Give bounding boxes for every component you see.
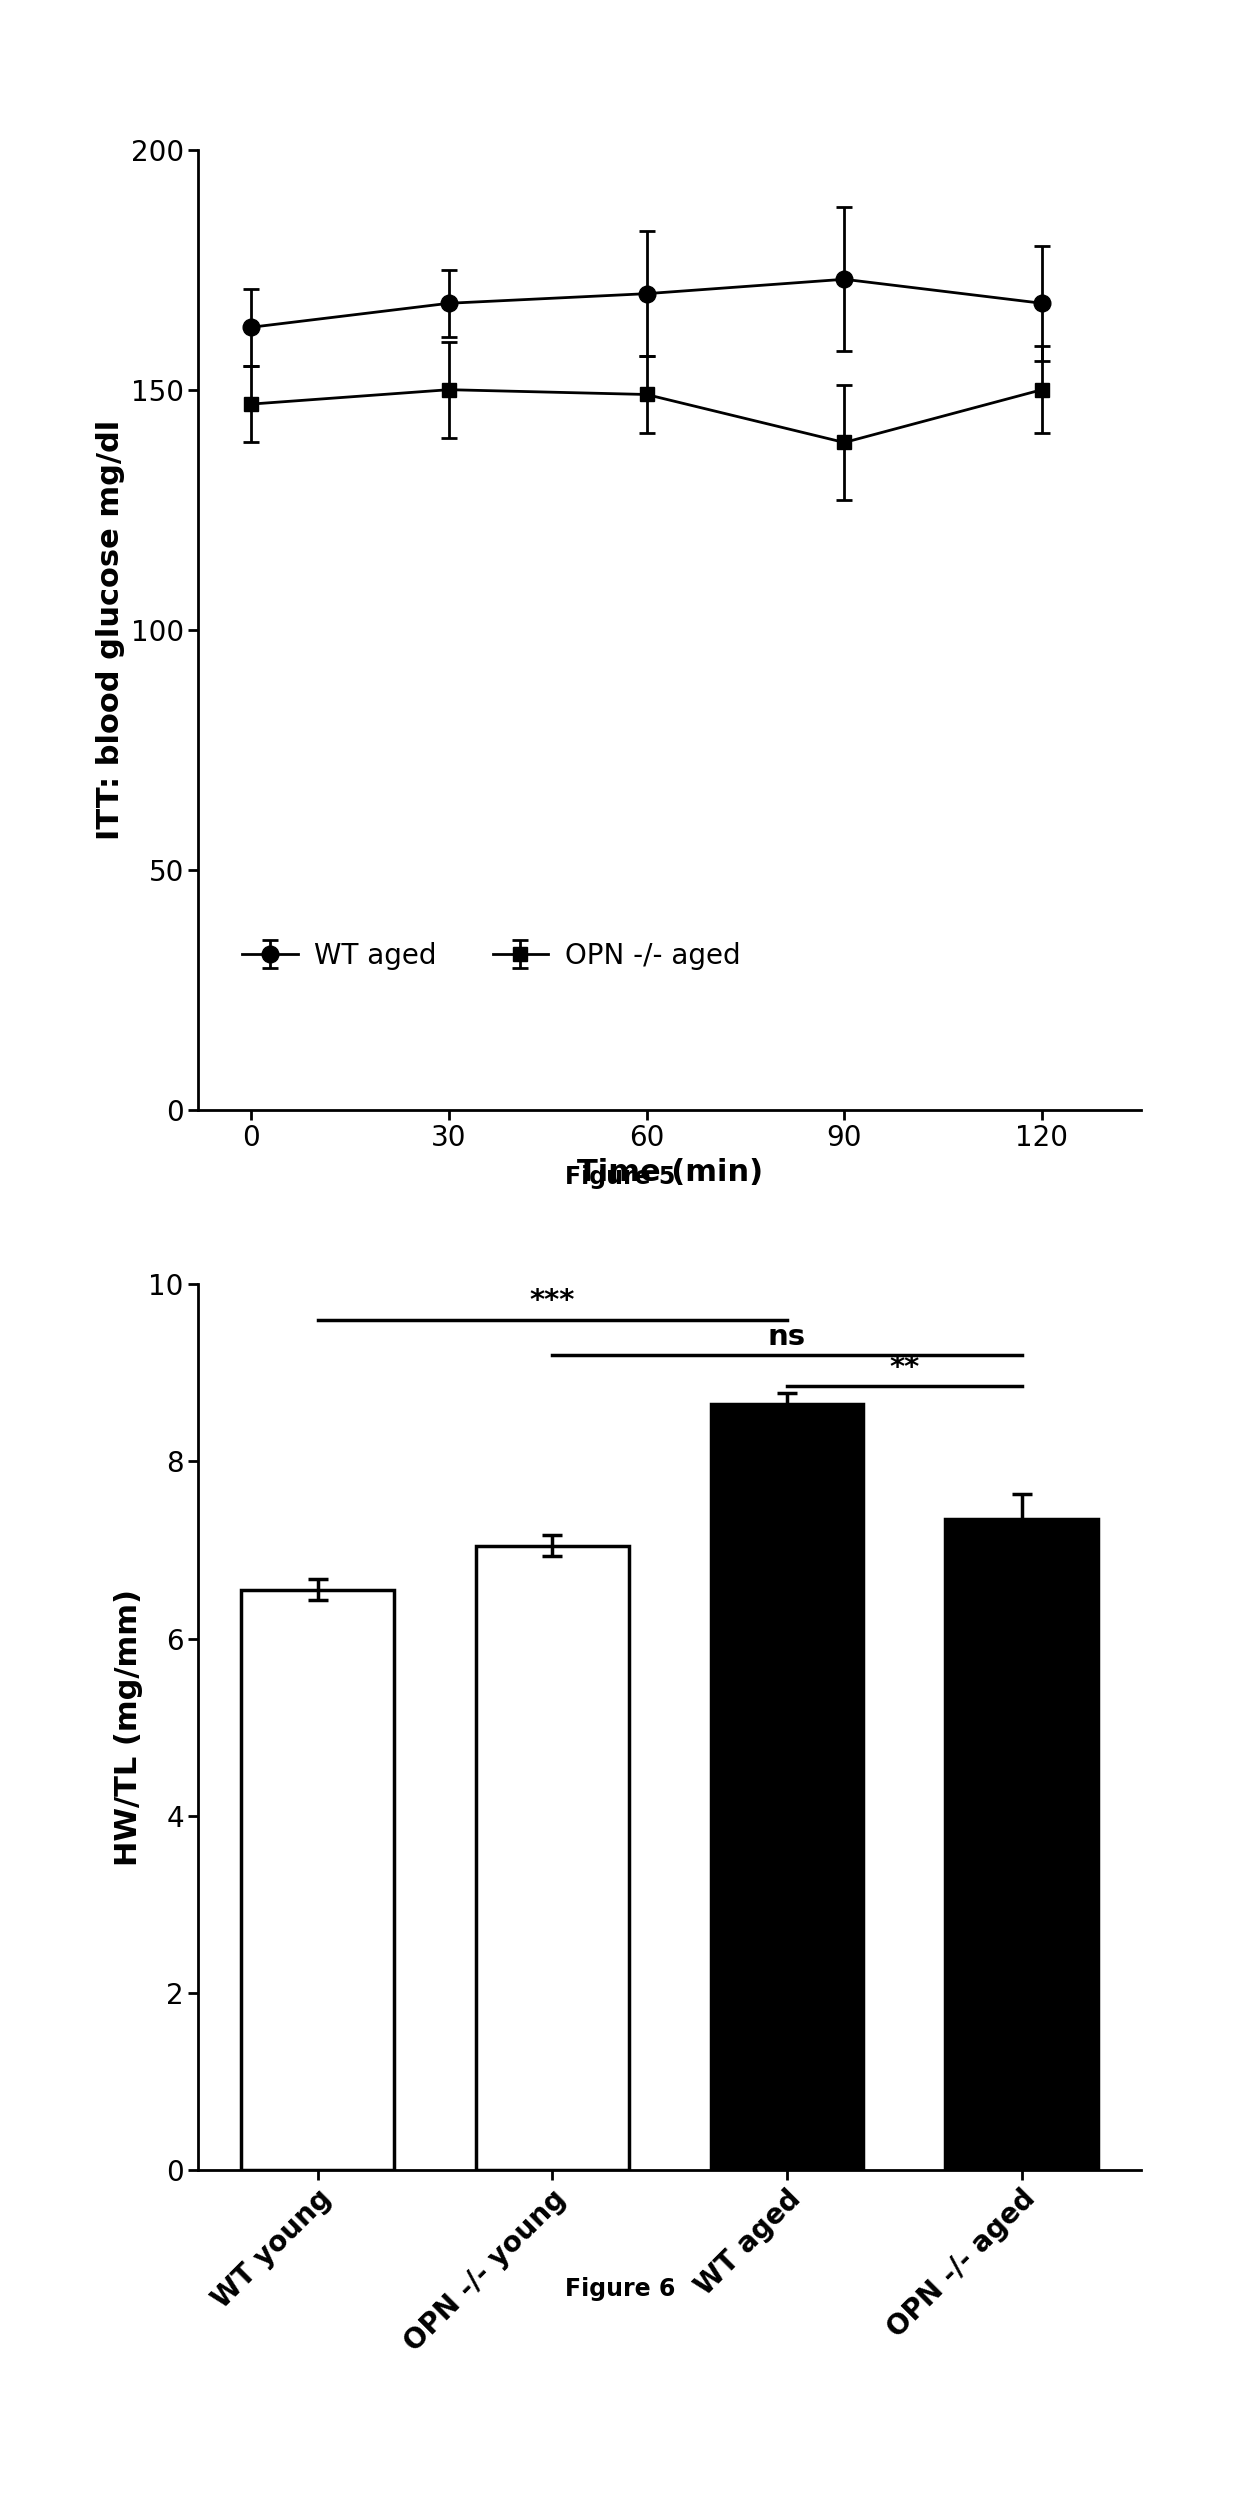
Text: Figure 5: Figure 5 <box>564 1165 676 1190</box>
X-axis label: Time (min): Time (min) <box>577 1157 763 1187</box>
Y-axis label: ITT: blood glucose mg/dl: ITT: blood glucose mg/dl <box>97 419 125 840</box>
Bar <box>945 1519 1097 2170</box>
Bar <box>711 1404 863 2170</box>
Text: **: ** <box>889 1354 919 1382</box>
Bar <box>476 1546 629 2170</box>
Bar <box>242 1589 394 2170</box>
Text: Figure 6: Figure 6 <box>564 2277 676 2302</box>
Text: ns: ns <box>768 1322 806 1352</box>
Legend: WT aged, OPN -/- aged: WT aged, OPN -/- aged <box>231 930 751 980</box>
Text: ***: *** <box>529 1287 575 1314</box>
Y-axis label: HW/TL (mg/mm): HW/TL (mg/mm) <box>114 1589 143 1866</box>
